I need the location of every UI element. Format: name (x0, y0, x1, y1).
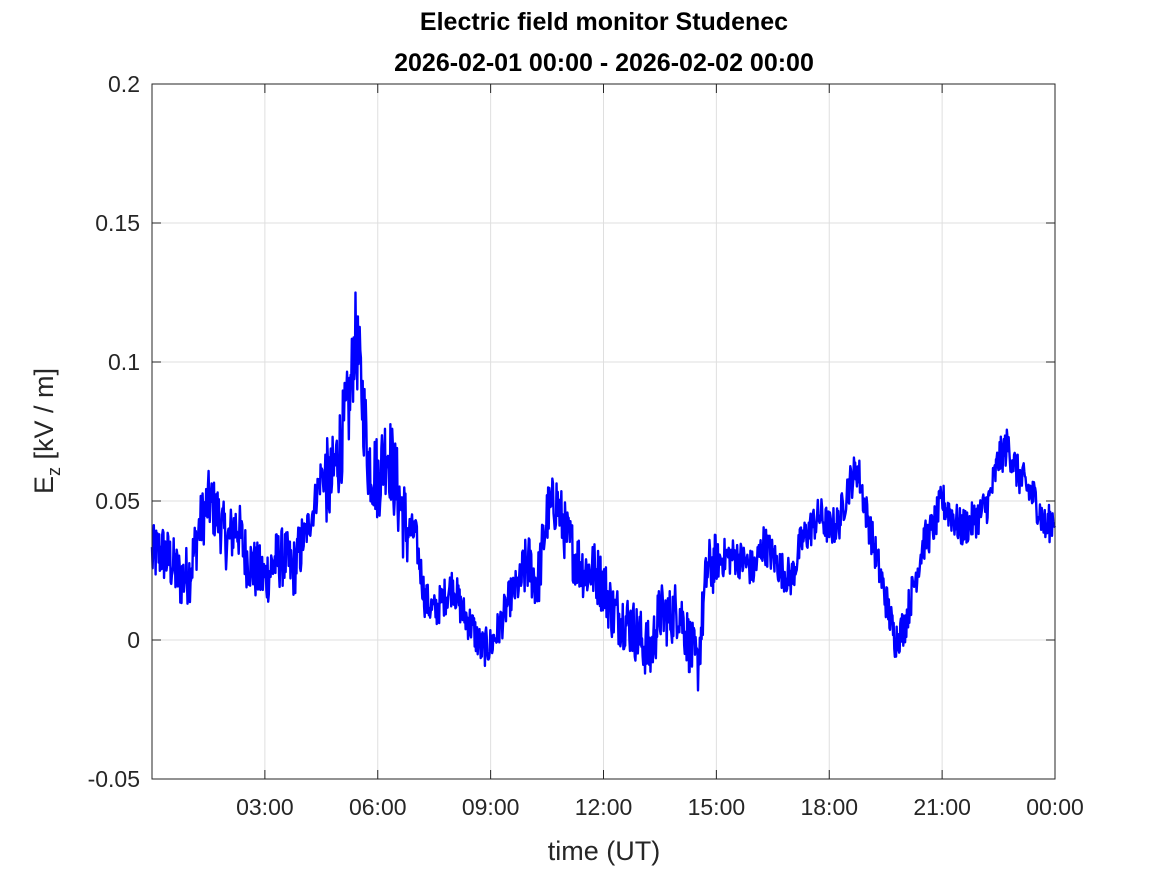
grid (152, 83, 1056, 780)
y-axis-label-main: E (29, 476, 59, 494)
y-axis-label-rest: [kV / m] (29, 368, 59, 467)
y-tick-label: 0.1 (108, 349, 140, 375)
x-tick-label: 12:00 (575, 794, 633, 820)
x-axis-label: time (UT) (548, 836, 660, 866)
x-tick-label: 09:00 (462, 794, 520, 820)
y-tick-label: 0.05 (95, 488, 140, 514)
x-tick-label: 06:00 (349, 794, 407, 820)
y-tick-label: 0 (127, 627, 140, 653)
y-tick-label: -0.05 (88, 766, 140, 792)
x-tick-label: 15:00 (688, 794, 746, 820)
chart-title-line-2: 2026-02-01 00:00 - 2026-02-02 00:00 (394, 49, 814, 77)
x-tick-label: 03:00 (236, 794, 294, 820)
series-line-ez (150, 291, 1057, 692)
axis-ticks: 03:00 06:00 09:00 12:00 15:00 18:00 21:00 00:00… (88, 71, 1084, 820)
plot-area (150, 291, 1057, 692)
y-axis-label-subscript: z (44, 467, 64, 476)
chart-title-line-1: Electric field monitor Studenec (420, 8, 788, 36)
y-tick-label: 0.15 (95, 210, 140, 236)
y-tick-label: 0.2 (108, 71, 140, 97)
y-axis-label: Ez [kV / m] (29, 368, 64, 494)
x-tick-label: 00:00 (1026, 794, 1084, 820)
x-tick-label: 21:00 (913, 794, 971, 820)
x-tick-label: 18:00 (800, 794, 858, 820)
